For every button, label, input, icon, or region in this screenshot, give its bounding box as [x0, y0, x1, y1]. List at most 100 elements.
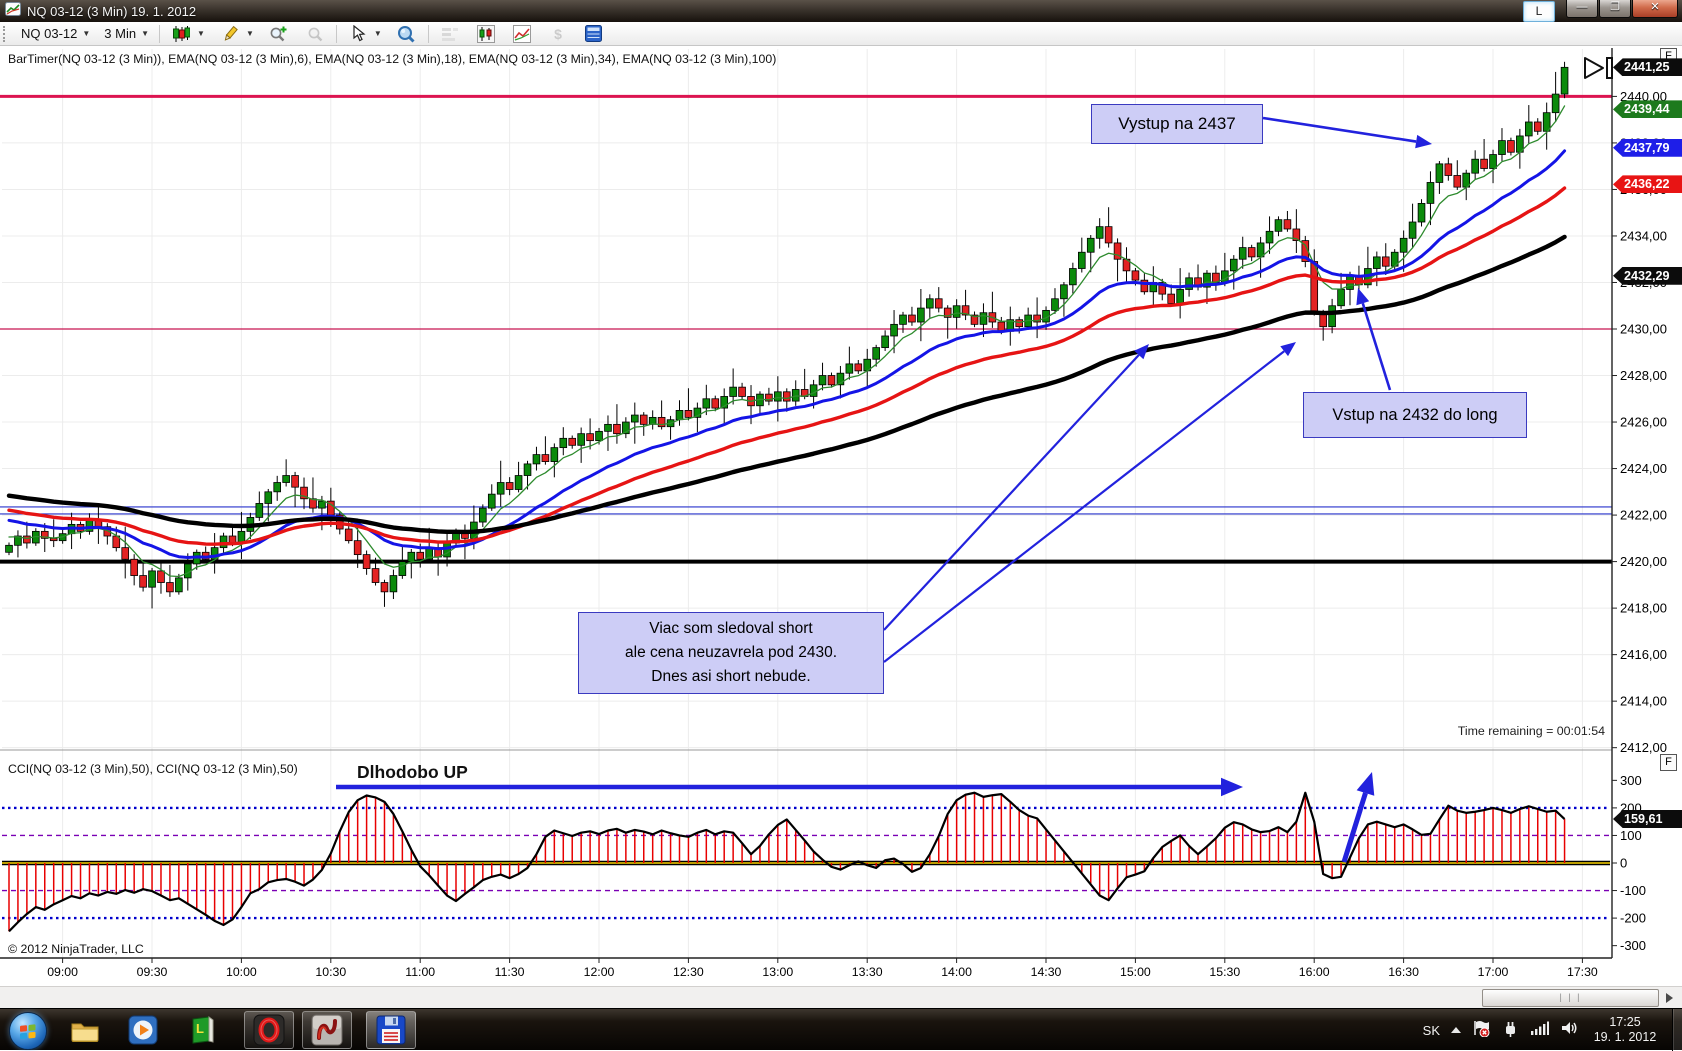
toolbar-separator — [427, 24, 429, 43]
taskbar: L SK — [0, 1008, 1682, 1051]
close-button[interactable]: ✕ — [1632, 0, 1678, 18]
data-box-button[interactable] — [576, 23, 612, 45]
taskbar-clock[interactable]: 17:25 19. 1. 2012 — [1589, 1015, 1661, 1045]
svg-text:2428,00: 2428,00 — [1620, 368, 1667, 383]
price-tag: 2437,79 — [1613, 138, 1682, 157]
svg-text:2412,00: 2412,00 — [1620, 740, 1667, 755]
network-signal-icon[interactable] — [1530, 1020, 1549, 1041]
svg-text:11:00: 11:00 — [405, 965, 435, 979]
bar-timer-label: Time remaining = 00:01:54 — [1457, 724, 1605, 738]
svg-text:09:30: 09:30 — [137, 965, 168, 979]
pencil-icon — [219, 23, 241, 45]
svg-text:2418,00: 2418,00 — [1620, 601, 1667, 616]
vystup-annotation[interactable]: Vystup na 2437 — [1091, 104, 1263, 144]
taskbar-ninjatrader-save-button[interactable] — [366, 1011, 416, 1049]
cursor-selector[interactable]: ▼ — [340, 23, 389, 45]
interval-selector[interactable]: 3 Min ▼ — [97, 23, 156, 45]
chevron-down-icon: ▼ — [82, 29, 91, 38]
market-analyzer-button[interactable] — [468, 23, 504, 45]
chart-trader-button[interactable] — [432, 23, 468, 45]
svg-text:15:00: 15:00 — [1120, 965, 1151, 979]
viac-line-1: Viac som sledoval short — [649, 620, 813, 637]
price-indicator-label: BarTimer(NQ 03-12 (3 Min)), EMA(NQ 03-12… — [8, 52, 777, 66]
svg-text:2440,00: 2440,00 — [1620, 89, 1667, 104]
interval-label: 3 Min — [104, 26, 137, 41]
viac-line-3: Dnes asi short nebude. — [651, 668, 811, 685]
chart-style-selector[interactable]: ▼ — [163, 23, 212, 45]
svg-text:10:30: 10:30 — [315, 965, 346, 979]
svg-text:17:30: 17:30 — [1567, 965, 1598, 979]
pointer-icon — [347, 23, 369, 45]
data-box-icon — [583, 23, 605, 45]
dlhodobo-annotation-text[interactable]: Dlhodobo UP — [357, 762, 468, 782]
show-desktop-button[interactable] — [1672, 1009, 1682, 1051]
svg-text:12:30: 12:30 — [673, 965, 704, 979]
svg-text:16:00: 16:00 — [1299, 965, 1330, 979]
zoom-in-button[interactable] — [261, 23, 297, 45]
window-titlebar[interactable]: NQ 03-12 (3 Min) 19. 1. 2012 L — ❐ ✕ — [0, 0, 1682, 22]
window-title: NQ 03-12 (3 Min) 19. 1. 2012 — [27, 3, 197, 19]
media-player-icon — [128, 1015, 158, 1045]
maximize-button[interactable]: ❐ — [1599, 0, 1631, 18]
svg-text:2416,00: 2416,00 — [1620, 647, 1667, 662]
folder-icon — [71, 1023, 99, 1042]
toolbar-grip[interactable] — [3, 25, 10, 42]
instrument-label: NQ 03-12 — [21, 26, 78, 41]
power-plug-icon[interactable] — [1501, 1019, 1519, 1042]
taskbar-opera-button[interactable] — [244, 1011, 294, 1049]
svg-text:100: 100 — [1620, 828, 1642, 843]
price-tag: 2436,22 — [1613, 175, 1682, 194]
link-button[interactable]: L — [1523, 1, 1555, 22]
svg-text:2434,00: 2434,00 — [1620, 228, 1667, 243]
vstup-annotation[interactable]: Vstup na 2432 do long — [1303, 392, 1527, 438]
cci-indicator-label: CCI(NQ 03-12 (3 Min),50), CCI(NQ 03-12 (… — [8, 762, 298, 776]
taskbar-dictionary-button[interactable]: L — [178, 1011, 228, 1049]
clock-time: 17:25 — [1609, 1015, 1641, 1029]
zoom-out-button[interactable] — [297, 23, 333, 45]
candlestick-style-icon — [170, 23, 192, 45]
opera-icon — [253, 1014, 285, 1046]
svg-text:15:30: 15:30 — [1209, 965, 1240, 979]
viac-line-2: ale cena neuzavrela pod 2430. — [625, 644, 837, 661]
speaker-icon[interactable] — [1560, 1020, 1578, 1041]
svg-text:2426,00: 2426,00 — [1620, 415, 1667, 430]
book-icon: L — [192, 1016, 214, 1044]
drawing-tools-selector[interactable]: ▼ — [212, 23, 261, 45]
language-indicator[interactable]: SK — [1422, 1022, 1440, 1038]
price-tag: 2441,25 — [1613, 58, 1682, 77]
vystup-annotation-text: Vystup na 2437 — [1118, 114, 1236, 133]
chevron-down-icon: ▼ — [373, 29, 382, 38]
svg-text:2420,00: 2420,00 — [1620, 554, 1667, 569]
taskbar-ninjatrader-button[interactable] — [302, 1011, 352, 1049]
chart-window-button[interactable] — [504, 23, 540, 45]
scroll-right-arrow-icon[interactable] — [1666, 993, 1673, 1003]
windows-flag-icon — [20, 1024, 36, 1039]
taskbar-media-player-button[interactable] — [118, 1011, 168, 1049]
instrument-selector[interactable]: NQ 03-12 ▼ — [14, 23, 97, 45]
zoom-window-button[interactable] — [389, 23, 425, 45]
show-hidden-icons-chevron[interactable] — [1451, 1027, 1461, 1033]
viac-annotation[interactable]: Viac som sledoval short ale cena neuzavr… — [578, 612, 884, 694]
taskbar-explorer-button[interactable] — [60, 1011, 110, 1049]
start-button[interactable] — [9, 1012, 47, 1050]
account-data-button[interactable]: $ — [540, 23, 576, 45]
action-center-flag-icon[interactable] — [1472, 1019, 1490, 1042]
svg-text:L: L — [196, 1021, 204, 1036]
scrollbar-thumb[interactable]: | | | — [1482, 989, 1659, 1007]
minimize-button[interactable]: — — [1566, 0, 1598, 18]
svg-text:13:30: 13:30 — [852, 965, 883, 979]
svg-text:13:00: 13:00 — [762, 965, 793, 979]
app-chart-icon — [5, 1, 21, 21]
vstup-annotation-text: Vstup na 2432 do long — [1332, 405, 1498, 424]
chart-canvas[interactable]: 2440,002438,002436,002434,002432,002430,… — [0, 46, 1682, 986]
zoom-in-icon — [268, 23, 290, 45]
chevron-down-icon: ▼ — [245, 29, 254, 38]
horizontal-scrollbar[interactable]: | | | — [0, 986, 1682, 1008]
cci-panel-focus-button[interactable]: F — [1660, 754, 1677, 771]
chevron-down-icon: ▼ — [141, 29, 150, 38]
zoom-out-icon — [304, 23, 326, 45]
svg-text:-300: -300 — [1620, 938, 1646, 953]
magnifier-blue-icon — [396, 23, 418, 45]
clock-date: 19. 1. 2012 — [1593, 1030, 1657, 1044]
